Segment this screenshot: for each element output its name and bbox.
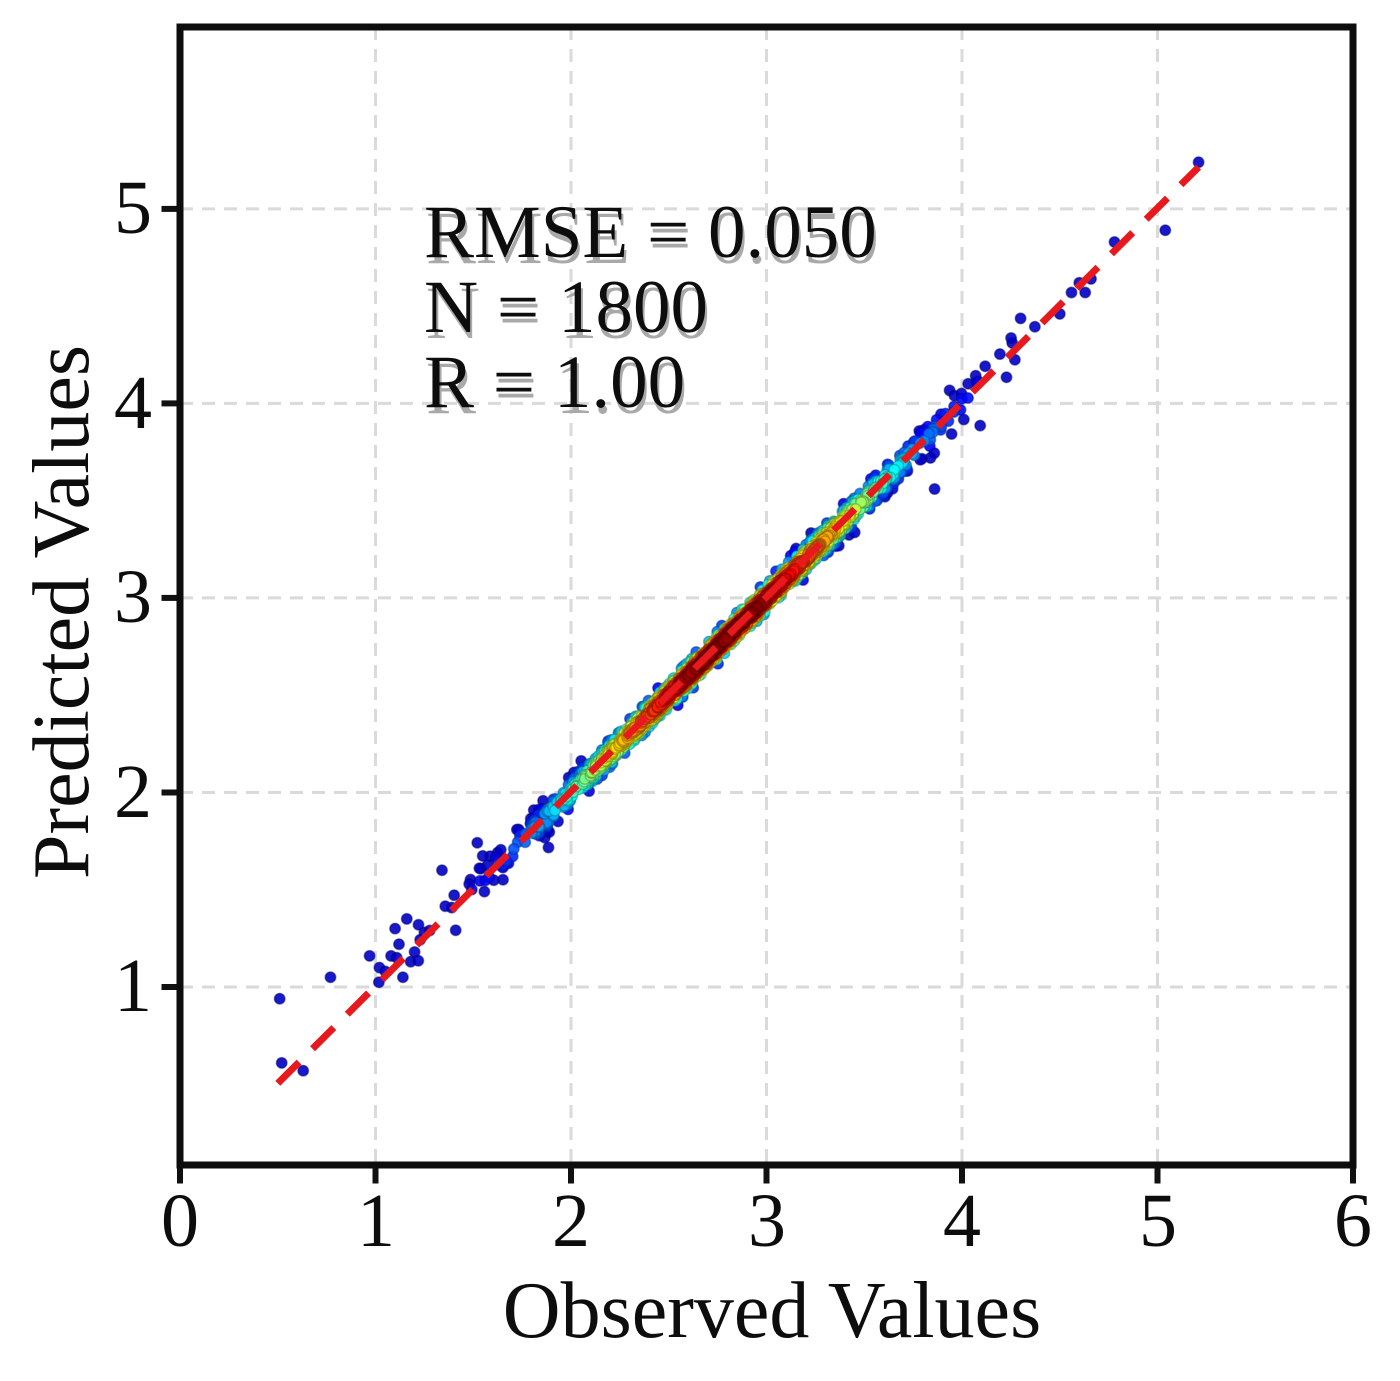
data-point xyxy=(448,889,461,902)
x-axis-label: Observed Values xyxy=(502,1267,1042,1355)
data-point xyxy=(1000,371,1013,384)
data-point xyxy=(476,849,489,862)
data-point xyxy=(979,360,992,373)
x-tick-label: 3 xyxy=(748,1179,786,1263)
data-point xyxy=(436,864,449,877)
data-point xyxy=(974,419,987,432)
data-point xyxy=(273,992,286,1005)
data-point xyxy=(471,836,484,849)
data-point xyxy=(1159,224,1172,237)
data-point xyxy=(372,976,385,989)
data-point xyxy=(396,971,409,984)
data-point xyxy=(297,1064,310,1077)
x-tick-label: 1 xyxy=(357,1179,395,1263)
x-tick-label: 4 xyxy=(943,1179,981,1263)
data-point xyxy=(1065,286,1078,299)
data-point xyxy=(400,912,413,925)
data-point xyxy=(962,392,975,405)
data-point xyxy=(412,918,425,931)
stats-annotation: RMSE = 0.050 N = 1800 R = 1.00 xyxy=(424,195,877,420)
data-point xyxy=(393,938,406,951)
y-axis-label: Predicted Values xyxy=(18,345,106,879)
data-point xyxy=(1014,312,1027,325)
data-point xyxy=(1079,286,1092,299)
annotation-rmse: RMSE = 0.050 xyxy=(424,191,877,274)
data-point xyxy=(1028,320,1041,333)
plot-frame xyxy=(176,23,1357,1169)
data-point xyxy=(324,971,337,984)
data-point xyxy=(993,348,1006,361)
identity-line xyxy=(275,164,1202,1086)
data-point xyxy=(449,924,462,937)
data-point xyxy=(439,900,452,913)
y-tick-label: 2 xyxy=(114,750,152,834)
y-tick-label: 3 xyxy=(114,555,152,639)
y-tick-label: 1 xyxy=(114,944,152,1028)
data-point xyxy=(275,1056,288,1069)
data-point xyxy=(1005,332,1018,345)
tick-marks xyxy=(161,205,1356,1184)
x-tick-label: 5 xyxy=(1139,1179,1177,1263)
data-point xyxy=(389,922,402,935)
data-point xyxy=(945,428,958,441)
annotation-n: N = 1800 xyxy=(424,266,708,349)
data-point xyxy=(412,954,425,967)
data-point xyxy=(363,949,376,962)
x-tick-label: 0 xyxy=(161,1179,199,1263)
annotation-r: R = 1.00 xyxy=(424,341,686,424)
data-point xyxy=(928,483,941,496)
x-tick-label: 2 xyxy=(552,1179,590,1263)
data-point xyxy=(507,842,520,855)
y-tick-label: 4 xyxy=(114,361,152,445)
y-tick-label: 5 xyxy=(114,166,152,250)
data-point xyxy=(542,841,555,854)
x-tick-label: 6 xyxy=(1334,1179,1372,1263)
data-point xyxy=(478,885,491,898)
